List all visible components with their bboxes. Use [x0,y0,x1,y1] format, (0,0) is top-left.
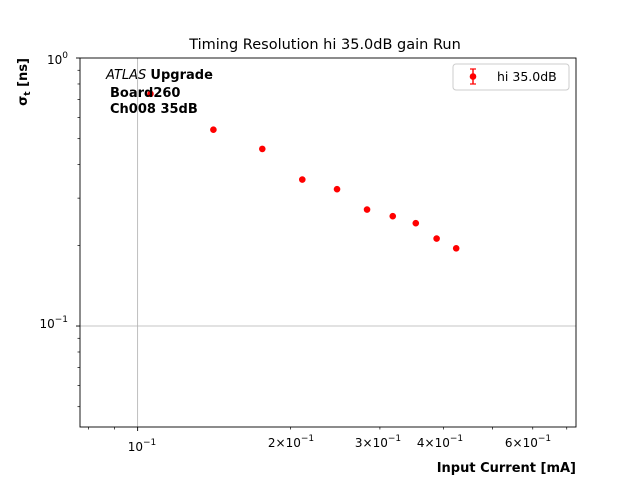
data-point-0-6 [389,212,397,220]
y-axis-label: σt [ns] [16,58,33,106]
annotation-board: Board260 [110,86,180,101]
x-axis-label: Input Current [mA] [437,461,576,476]
annotation-experiment: ATLAS Upgrade [105,68,213,83]
data-point-0-5 [363,206,371,213]
plot-area-frame [79,57,577,428]
data-point-0-0 [147,90,154,98]
annotation-atlas: ATLAS [105,68,146,83]
annotation-upgrade: Upgrade [150,68,213,83]
legend-label: hi 35.0dB [497,69,557,84]
legend-marker [469,73,477,80]
data-point-0-3 [298,176,306,183]
data-point-0-8 [433,235,440,242]
data-points [147,90,460,252]
grid-lines [80,58,576,427]
data-point-0-7 [412,219,420,227]
chart-title: Timing Resolution hi 35.0dB gain Run [188,37,461,53]
data-point-0-9 [452,244,460,252]
legend: hi 35.0dB [452,63,570,91]
legend-box [452,63,570,91]
data-point-0-1 [210,126,217,134]
data-point-0-2 [259,145,266,153]
annotation-channel: Ch008 35dB [110,102,198,117]
data-point-0-4 [333,185,341,193]
